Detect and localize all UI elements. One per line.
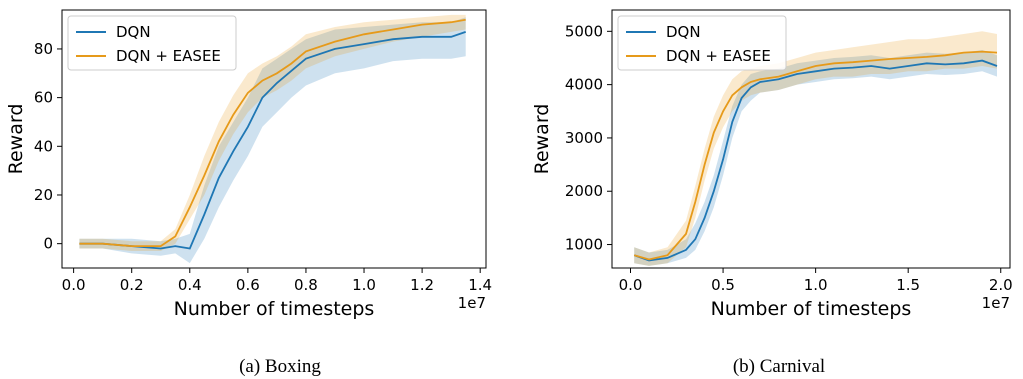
confidence-band-0 <box>79 17 466 264</box>
confidence-band-0 <box>634 50 997 266</box>
y-tick-label: 1000 <box>565 236 603 254</box>
legend-label-1: DQN + EASEE <box>116 47 221 65</box>
confidence-band-1 <box>634 31 997 266</box>
y-tick-label: 20 <box>34 186 53 204</box>
y-tick-label: 2000 <box>565 182 603 200</box>
carnival-chart: 0.0 0.5 1.0 1.5 2.0 1000 2000 3000 4000 5000 Numbe… <box>531 9 1013 320</box>
y-axis-label: Reward <box>5 104 27 175</box>
x-tick-label: 0.8 <box>294 276 318 294</box>
series-line-1 <box>633 50 998 261</box>
x-tick-label: 0.6 <box>236 276 260 294</box>
x-axis-multiplier: 1e7 <box>458 294 486 312</box>
x-axis-label: Number of timesteps <box>711 298 912 320</box>
boxing-chart: 0.0 0.2 0.4 0.6 0.8 1.0 1.2 1.4 0 20 40 60 80 Number … <box>5 9 492 320</box>
y-tick-label: 4000 <box>565 76 603 94</box>
x-tick-label: 0.0 <box>619 276 643 294</box>
caption-carnival: (b) Carnival <box>732 356 826 377</box>
x-tick-label: 1.4 <box>468 276 492 294</box>
x-tick-label: 0.4 <box>178 276 202 294</box>
x-tick-label: 0.0 <box>62 276 86 294</box>
x-tick-label: 1.5 <box>896 276 920 294</box>
legend-label-0: DQN <box>666 23 701 41</box>
series-line-0 <box>79 31 466 250</box>
x-tick-label: 0.5 <box>711 276 735 294</box>
plot-frame <box>611 9 1011 269</box>
y-tick-label: 40 <box>34 137 53 155</box>
caption-boxing: (a) Boxing <box>239 356 321 377</box>
y-tick-label: 5000 <box>565 22 603 40</box>
x-axis-label: Number of timesteps <box>174 298 375 320</box>
x-tick-label: 1.0 <box>352 276 376 294</box>
x-tick-label: 1.0 <box>804 276 828 294</box>
legend-box <box>67 15 237 71</box>
x-tick-label: 2.0 <box>989 276 1013 294</box>
y-axis-label: Reward <box>531 104 553 175</box>
legend-label-1: DQN + EASEE <box>666 47 771 65</box>
series-line-0 <box>633 59 998 262</box>
x-tick-label: 1.2 <box>410 276 434 294</box>
y-tick-label: 60 <box>34 89 53 107</box>
confidence-band-1 <box>79 14 466 252</box>
series-line-1 <box>79 18 466 248</box>
legend-label-0: DQN <box>116 23 151 41</box>
plot-frame <box>61 9 487 269</box>
x-axis-multiplier: 1e7 <box>982 294 1010 312</box>
legend-box <box>617 15 787 71</box>
x-tick-label: 0.2 <box>120 276 144 294</box>
y-tick-label: 0 <box>43 235 53 253</box>
y-tick-label: 80 <box>34 40 53 58</box>
y-tick-label: 3000 <box>565 129 603 147</box>
